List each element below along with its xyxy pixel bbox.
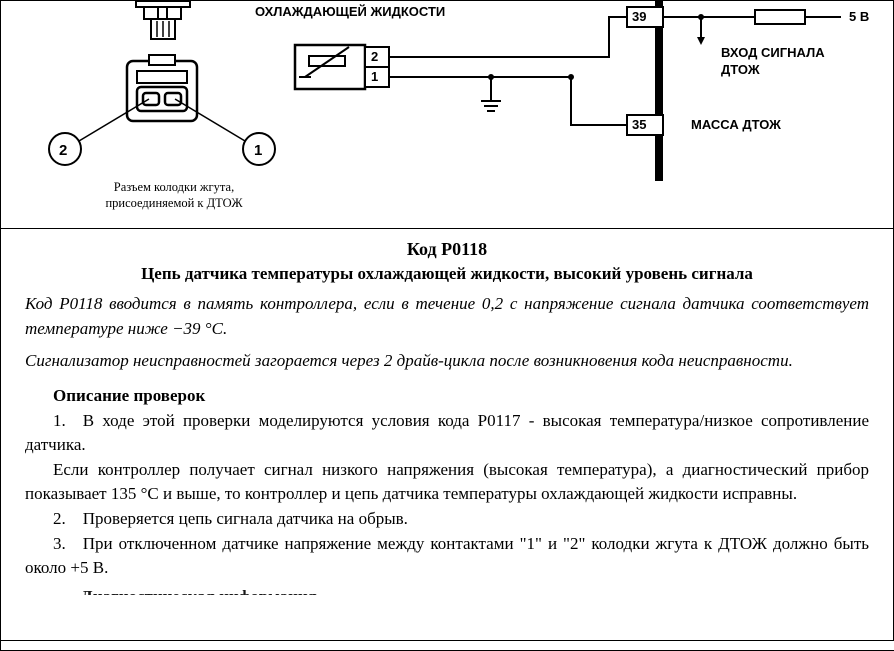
check-item-2: 2. Проверяется цепь сигнала датчика на о…: [1, 507, 893, 532]
ecu-pin39-label: 39: [632, 9, 646, 26]
intro-paragraph-1: Код Р0118 вводится в память контроллера,…: [1, 292, 893, 341]
error-code-subtitle: Цепь датчика температуры охлаждающей жид…: [1, 264, 893, 284]
voltage-label: 5 В: [849, 9, 869, 26]
page-container: ОХЛАЖДАЮЩЕЙ ЖИДКОСТИ 2 1 2 1 39 35 5 В В…: [0, 0, 894, 651]
check-item-3: 3. При отключенном датчике напряжение ме…: [1, 532, 893, 581]
signal-in-l1: ВХОД СИГНАЛА: [721, 45, 825, 60]
sensor-plug-icon: [136, 1, 190, 39]
signal-in-l2: ДТОЖ: [721, 62, 760, 77]
intro-paragraph-2: Сигнализатор неисправностей загорается ч…: [1, 349, 893, 374]
error-code-title: Код Р0118: [1, 239, 893, 260]
pin-1-label: 1: [254, 141, 262, 161]
signal-in-label: ВХОД СИГНАЛА ДТОЖ: [721, 45, 825, 79]
check-item-1: 1. В ходе этой проверки моделируются усл…: [1, 409, 893, 458]
cutoff-text: Диагностическая информация: [1, 587, 893, 607]
checks-header: Описание проверок: [1, 384, 893, 409]
connector-caption: Разъем колодки жгута, присоединяемой к Д…: [94, 179, 254, 212]
connector-caption-l1: Разъем колодки жгута,: [114, 180, 234, 194]
wire-signal: [389, 17, 627, 57]
check-item-1b: Если контроллер получает сигнал низкого …: [1, 458, 893, 507]
wiring-diagram: ОХЛАЖДАЮЩЕЙ ЖИДКОСТИ 2 1 2 1 39 35 5 В В…: [1, 1, 893, 229]
bottom-border: [1, 640, 894, 650]
coolant-label: ОХЛАЖДАЮЩЕЙ ЖИДКОСТИ: [255, 4, 445, 21]
connector-caption-l2: присоединяемой к ДТОЖ: [105, 196, 242, 210]
ecu-internal-resistor: [663, 10, 841, 45]
ground-label: МАССА ДТОЖ: [691, 117, 781, 134]
sensor-pin2-label: 2: [371, 49, 378, 66]
sensor-pin1-label: 1: [371, 69, 378, 86]
ecu-pin35-label: 35: [632, 117, 646, 134]
pin-2-label: 2: [59, 141, 67, 161]
connector-housing-icon: [127, 55, 197, 121]
wire-ground: [389, 74, 627, 125]
